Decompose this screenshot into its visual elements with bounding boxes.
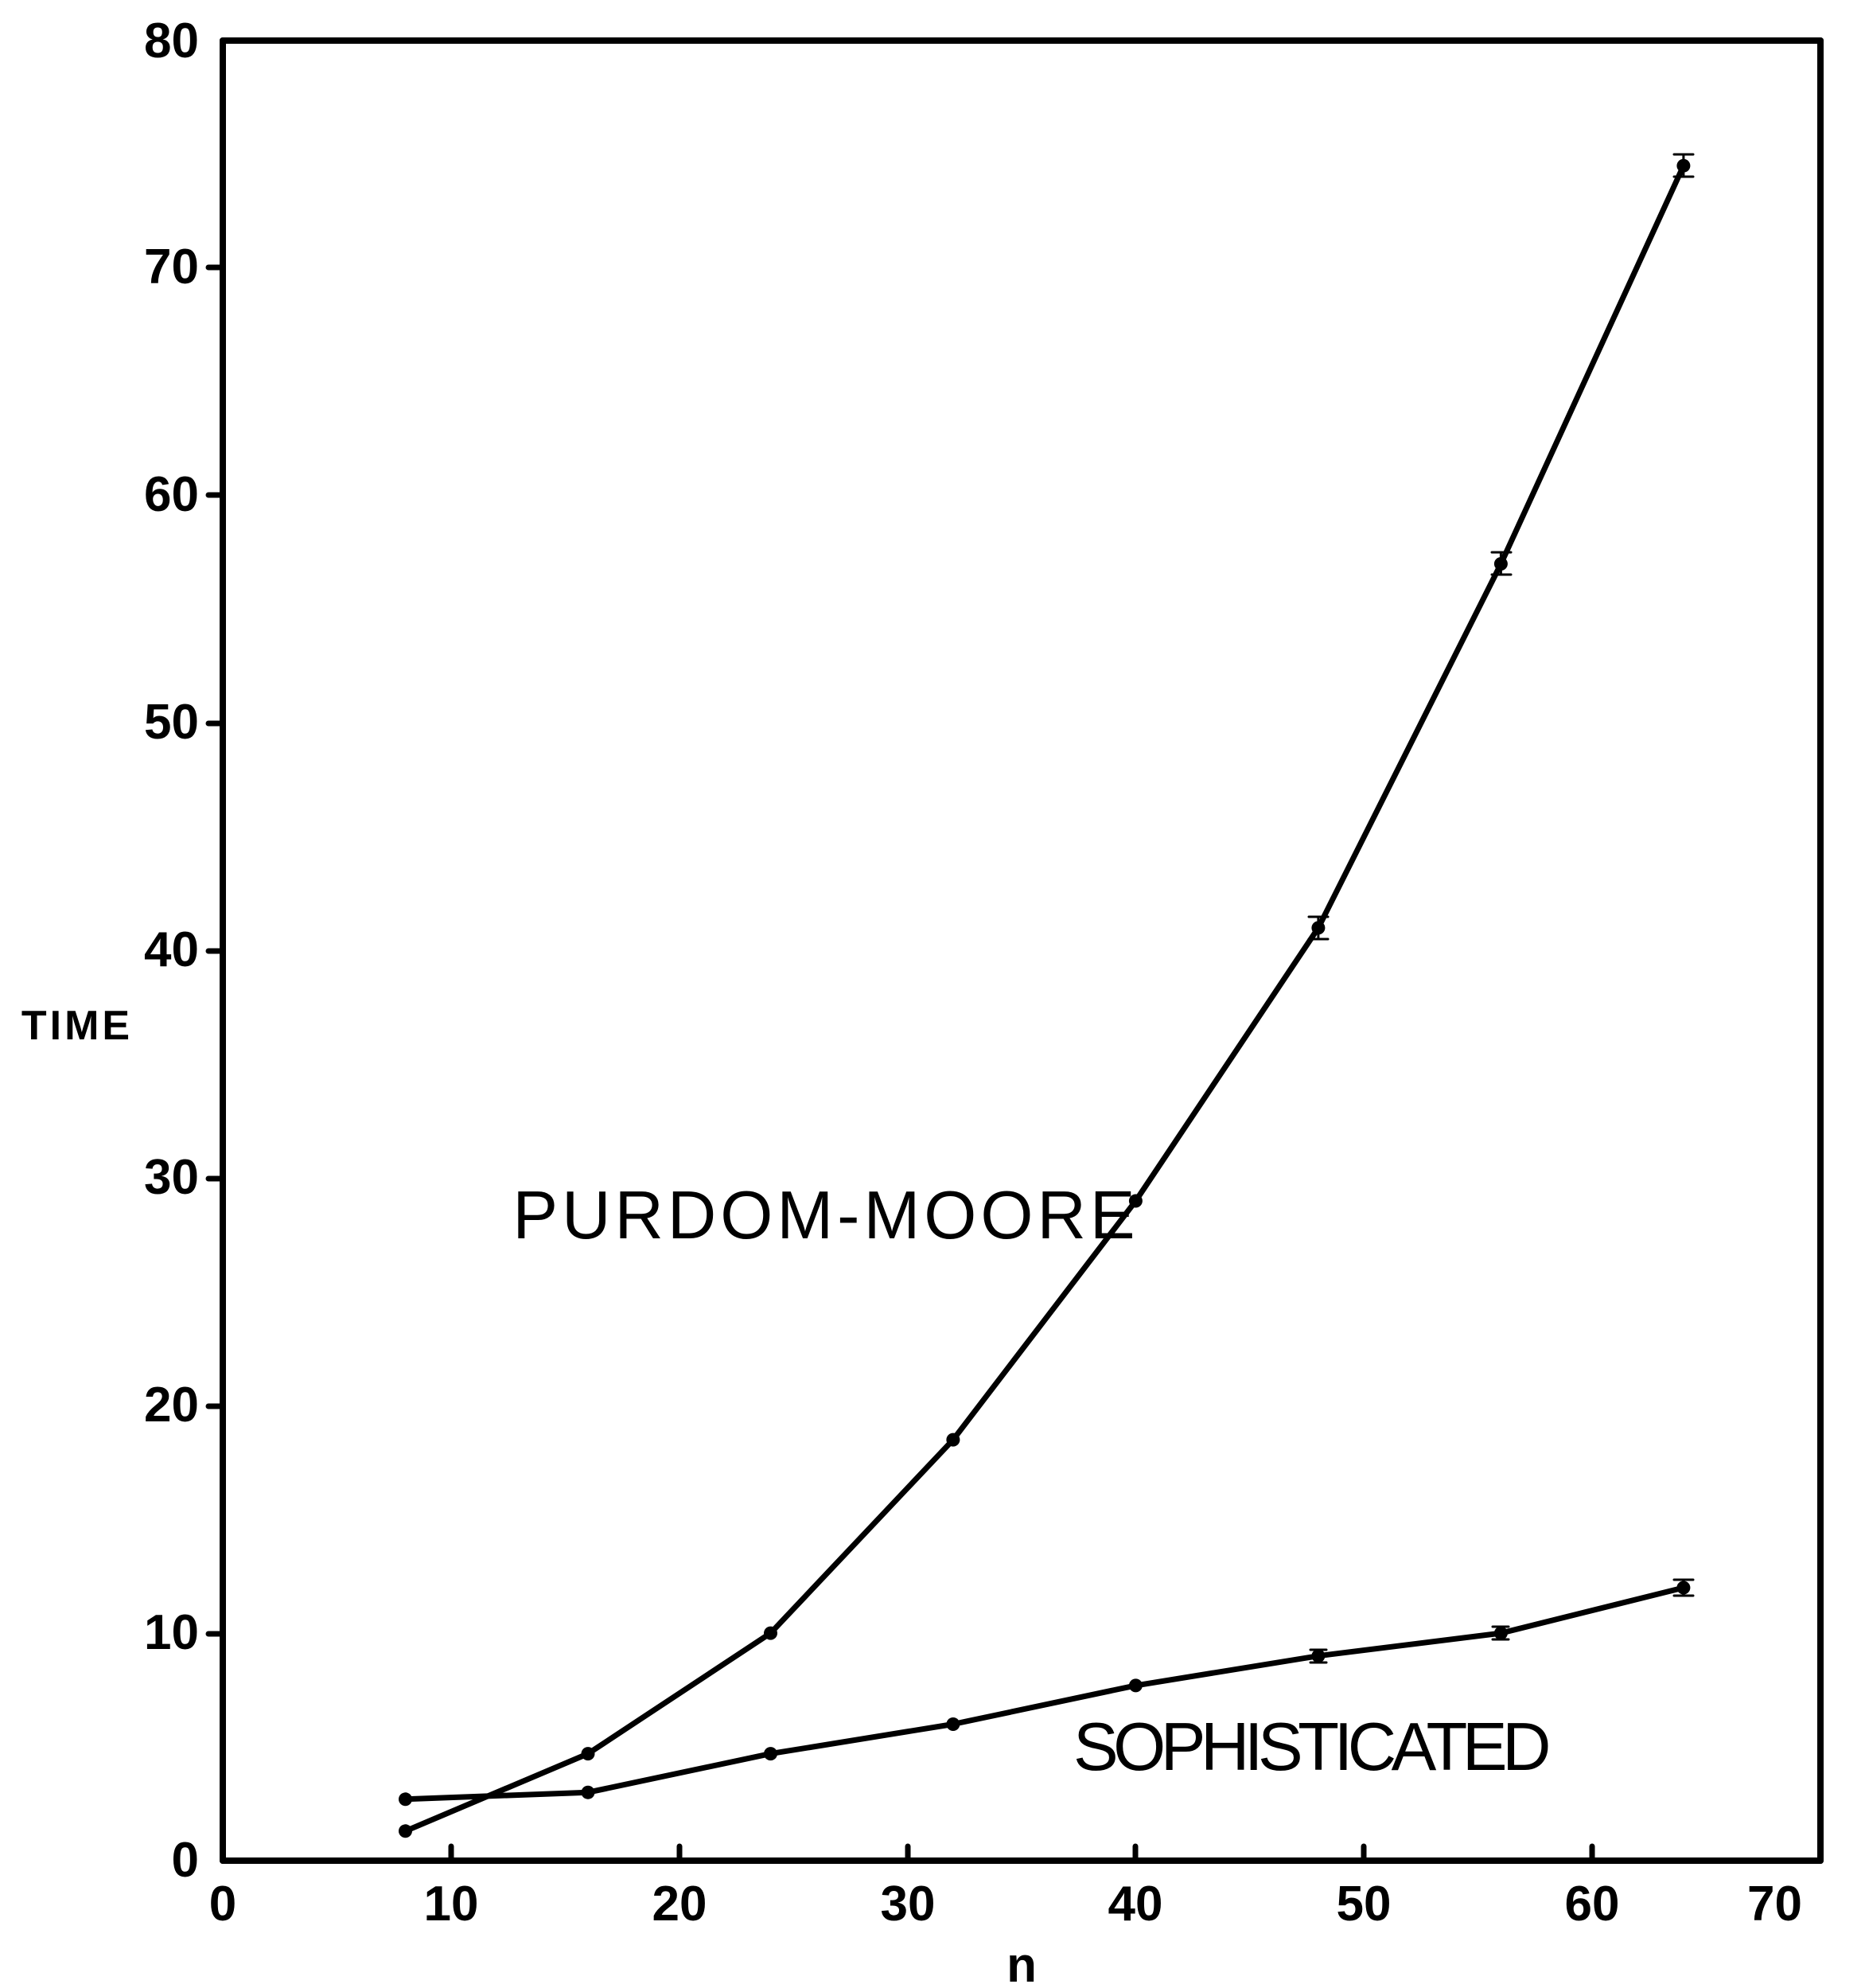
svg-text:0: 0 xyxy=(209,1877,236,1931)
svg-text:SOPHISTICATED: SOPHISTICATED xyxy=(1073,1709,1548,1785)
svg-text:PURDOM-MOORE: PURDOM-MOORE xyxy=(512,1178,1139,1253)
svg-text:50: 50 xyxy=(144,695,199,750)
svg-text:20: 20 xyxy=(144,1378,199,1433)
svg-text:40: 40 xyxy=(1108,1877,1163,1931)
svg-text:10: 10 xyxy=(144,1605,199,1660)
svg-text:60: 60 xyxy=(144,467,199,522)
svg-text:80: 80 xyxy=(144,14,199,68)
svg-text:30: 30 xyxy=(881,1877,936,1931)
svg-text:30: 30 xyxy=(144,1150,199,1205)
svg-text:0: 0 xyxy=(172,1833,199,1888)
svg-text:70: 70 xyxy=(1747,1877,1802,1931)
svg-text:40: 40 xyxy=(144,922,199,977)
svg-text:70: 70 xyxy=(144,240,199,294)
svg-text:10: 10 xyxy=(424,1877,479,1931)
svg-text:20: 20 xyxy=(652,1877,707,1931)
svg-text:n: n xyxy=(1006,1938,1037,1988)
svg-text:60: 60 xyxy=(1565,1877,1620,1931)
svg-text:50: 50 xyxy=(1337,1877,1392,1931)
svg-text:TIME: TIME xyxy=(21,1003,133,1049)
